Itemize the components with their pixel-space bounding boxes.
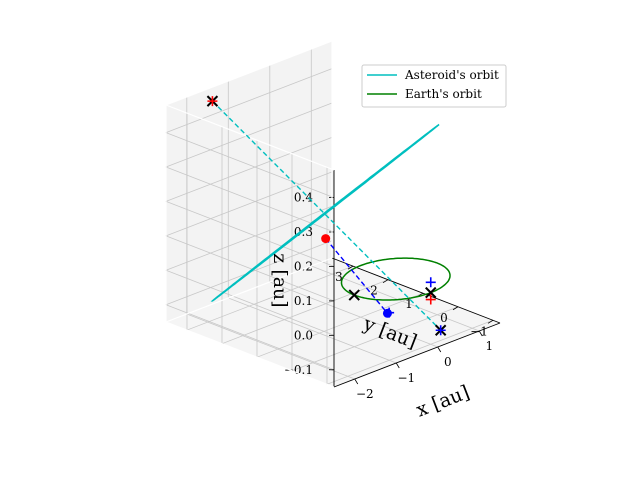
y-tick-label: 3 xyxy=(335,270,343,284)
dot-marker xyxy=(382,308,392,318)
plus-marker xyxy=(435,325,446,336)
x-tick-label: 1 xyxy=(485,339,493,353)
z-tick-label: 0.0 xyxy=(294,328,313,342)
x-tick-label: −1 xyxy=(397,371,415,385)
pane-edge xyxy=(165,104,335,171)
x-axis-line xyxy=(333,322,501,388)
x-tick-label: 0 xyxy=(444,355,452,369)
plus-marker xyxy=(425,294,436,305)
dot-marker xyxy=(321,234,331,244)
pane-edge xyxy=(165,321,335,388)
y-tick-label: 0 xyxy=(440,311,448,325)
z-tick-label: −0.1 xyxy=(284,363,313,377)
y-axis-line xyxy=(331,257,501,324)
plus-marker xyxy=(207,96,218,107)
y-tick-mark xyxy=(452,306,459,311)
x-tick-mark xyxy=(478,330,483,337)
x-marker xyxy=(425,286,437,299)
y-tick-mark xyxy=(347,265,354,270)
z-tick-label: 0.1 xyxy=(294,294,313,308)
x-tick-mark xyxy=(437,346,442,353)
asteroid-orbit-line xyxy=(210,123,440,302)
x-marker xyxy=(348,289,360,301)
pane-edge xyxy=(165,40,333,106)
y-tick-label: 1 xyxy=(405,297,413,311)
pane-edge xyxy=(165,257,333,323)
z-tick-label: 0.4 xyxy=(294,191,313,205)
dashed-segment xyxy=(325,238,388,314)
z-axis-label: z [au] xyxy=(269,253,291,307)
x-axis-label: x [au] xyxy=(413,381,472,421)
y-tick-mark xyxy=(487,319,494,324)
legend: Asteroid's orbit Earth's orbit xyxy=(361,64,507,108)
orbit-markers xyxy=(206,95,447,336)
plus-marker xyxy=(425,277,436,288)
x-tick-mark xyxy=(395,362,400,369)
legend-frame xyxy=(361,64,507,108)
legend-label-asteroid: Asteroid's orbit xyxy=(404,68,499,82)
y-tick-label: 2 xyxy=(370,284,378,298)
legend-label-earth: Earth's orbit xyxy=(405,87,482,101)
z-tick-label: 0.2 xyxy=(294,259,313,273)
x-tick-label: −2 xyxy=(356,387,374,401)
y-tick-mark xyxy=(382,279,389,284)
z-tick-label: 0.3 xyxy=(294,225,313,239)
x-tick-mark xyxy=(354,378,359,385)
dashed-segment xyxy=(211,100,442,331)
